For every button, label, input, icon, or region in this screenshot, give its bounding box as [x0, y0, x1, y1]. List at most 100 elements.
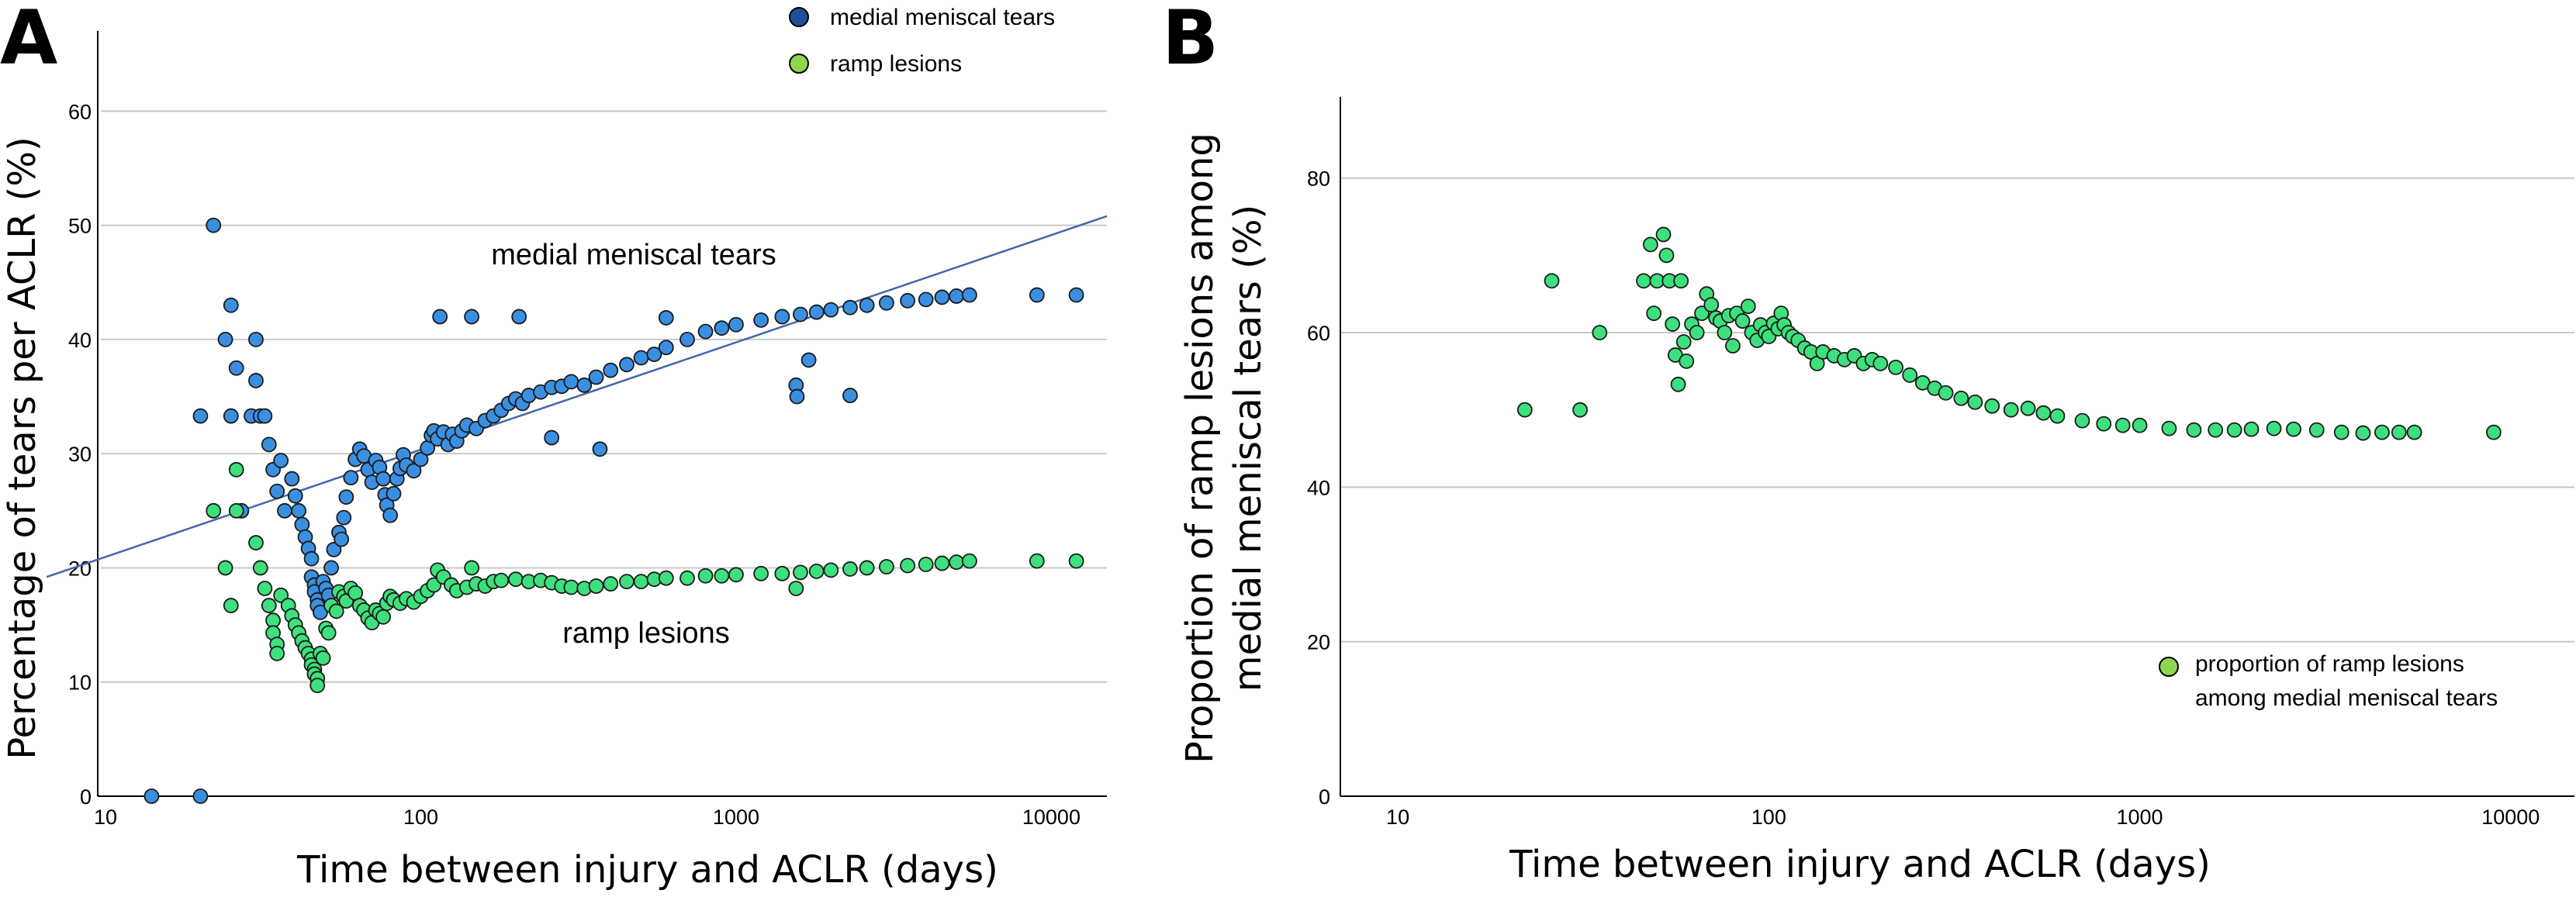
a-series-0-point-5	[223, 297, 239, 313]
b-series-0-point-62	[2035, 405, 2052, 421]
b-series-0-point-79	[2391, 424, 2407, 440]
b-series-0-point-26	[1725, 338, 1741, 354]
a-series-0-point-115	[842, 388, 858, 403]
b-series-0-point-24	[1717, 325, 1733, 340]
a-series-0-point-88	[658, 340, 674, 356]
a-series-1-point-28	[315, 650, 331, 666]
a-series-0-point-86	[633, 350, 649, 366]
a-series-0-point-102	[918, 292, 934, 308]
a-series-0-point-31	[313, 604, 328, 620]
a-series-1-point-1	[217, 560, 233, 576]
b-series-0-point-2	[1572, 402, 1588, 418]
b-series-0-point-72	[2243, 421, 2260, 437]
b-series-0-point-5	[1642, 236, 1658, 253]
a-series-0-point-108	[511, 309, 527, 325]
a-series-0-point-114	[800, 352, 817, 368]
b-x-tick-label-10000: 10000	[2481, 806, 2540, 829]
panel-b-y-axis-title-line-1: Proportion of ramp lesions among	[1178, 133, 1222, 764]
a-series-0-point-96	[808, 304, 825, 320]
a-series-1-point-87	[878, 559, 894, 574]
b-series-0-point-58	[1967, 394, 1983, 410]
a-series-0-point-49	[375, 471, 391, 487]
panel-b-label: B	[1162, 0, 1219, 81]
b-series-0-point-60	[2003, 402, 2019, 418]
b-y-tick-label-0: 0	[1319, 785, 1330, 809]
a-series-1-point-44	[375, 609, 391, 625]
a-series-0-point-100	[878, 295, 894, 311]
a-x-tick-label-1000: 1000	[713, 806, 759, 829]
a-series-1-point-68	[563, 579, 579, 595]
b-series-0-point-73	[2266, 420, 2282, 436]
a-series-0-point-111	[658, 310, 674, 326]
b-series-0-point-75	[2308, 422, 2325, 438]
a-series-0-point-2	[192, 408, 209, 424]
annotation-medial-meniscal-tears: medial meniscal tears	[491, 239, 776, 271]
a-series-0-point-18	[277, 502, 292, 519]
a-series-1-point-84	[823, 562, 839, 578]
a-series-0-point-95	[793, 306, 808, 323]
a-series-1-point-62	[493, 572, 510, 588]
a-series-1-point-6	[252, 560, 268, 576]
a-series-1-point-94	[788, 581, 804, 596]
b-x-tick-label-10: 10	[1386, 806, 1409, 829]
b-series-0-point-71	[2226, 422, 2242, 438]
b-series-0-point-69	[2186, 422, 2202, 438]
a-series-1-point-26	[309, 678, 326, 694]
a-series-0-point-98	[842, 299, 858, 316]
a-y-tick-label-40: 40	[68, 329, 92, 352]
b-series-0-point-56	[1938, 385, 1954, 401]
b-series-0-point-78	[2374, 424, 2390, 440]
a-series-1-point-73	[633, 574, 649, 590]
b-series-0-point-6	[1646, 305, 1662, 322]
panel-b-legend: proportion of ramp lesions among medial …	[2159, 651, 2498, 711]
a-series-1-point-0	[206, 502, 222, 519]
a-series-0-point-1	[192, 788, 209, 804]
a-series-0-point-40	[338, 489, 354, 505]
a-series-0-point-22	[294, 516, 310, 533]
a-series-1-point-85	[842, 561, 858, 577]
a-series-0-point-53	[386, 485, 402, 502]
a-series-0-point-109	[544, 430, 560, 446]
a-series-1-point-71	[603, 576, 619, 592]
a-series-0-point-107	[464, 309, 479, 325]
a-series-0-point-103	[934, 289, 950, 305]
a-series-0-point-19	[284, 471, 300, 487]
a-series-1-point-4	[228, 502, 244, 519]
b-series-0-point-29	[1740, 298, 1756, 315]
panel-b-x-axis-title: Time between injury and ACLR (days)	[1509, 843, 2211, 886]
a-y-tick-label-60: 60	[68, 100, 92, 123]
a-series-1-point-95	[1029, 553, 1045, 569]
panel-a-label: A	[0, 0, 57, 81]
b-series-0-point-80	[2406, 424, 2422, 440]
a-series-0-point-89	[679, 332, 695, 347]
b-series-0-point-3	[1592, 325, 1608, 340]
a-series-0-point-84	[603, 362, 619, 378]
b-series-0-point-19	[1694, 305, 1710, 322]
b-series-0-point-65	[2096, 416, 2112, 432]
a-series-1-point-32	[328, 603, 344, 619]
a-series-0-point-94	[774, 309, 790, 325]
b-series-0-point-70	[2208, 422, 2224, 438]
legend-label-ramp-lesions: ramp lesions	[830, 51, 962, 77]
a-series-0-point-25	[303, 550, 320, 567]
a-series-0-point-4	[217, 332, 233, 347]
a-series-0-point-3	[206, 217, 222, 233]
b-x-tick-label-100: 100	[1751, 806, 1786, 829]
b-series-0-point-11	[1665, 316, 1681, 332]
a-series-1-point-3	[228, 461, 244, 478]
a-series-1-point-78	[714, 568, 730, 584]
b-series-0-point-52	[1888, 359, 1903, 375]
a-series-0-point-83	[588, 369, 604, 385]
a-series-0-point-90	[697, 323, 714, 340]
a-series-0-point-59	[413, 451, 429, 467]
b-series-0-point-59	[1984, 398, 2000, 414]
a-series-0-point-91	[714, 320, 730, 336]
legend-label-medial-meniscal-tears: medial meniscal tears	[830, 5, 1055, 30]
b-series-0-point-76	[2333, 424, 2350, 440]
b-series-0-point-67	[2132, 417, 2148, 433]
b-series-0-point-81	[2486, 424, 2502, 440]
b-series-0-point-18	[1689, 325, 1705, 340]
a-series-0-point-92	[728, 316, 744, 333]
annotation-ramp-lesions: ramp lesions	[562, 617, 729, 650]
